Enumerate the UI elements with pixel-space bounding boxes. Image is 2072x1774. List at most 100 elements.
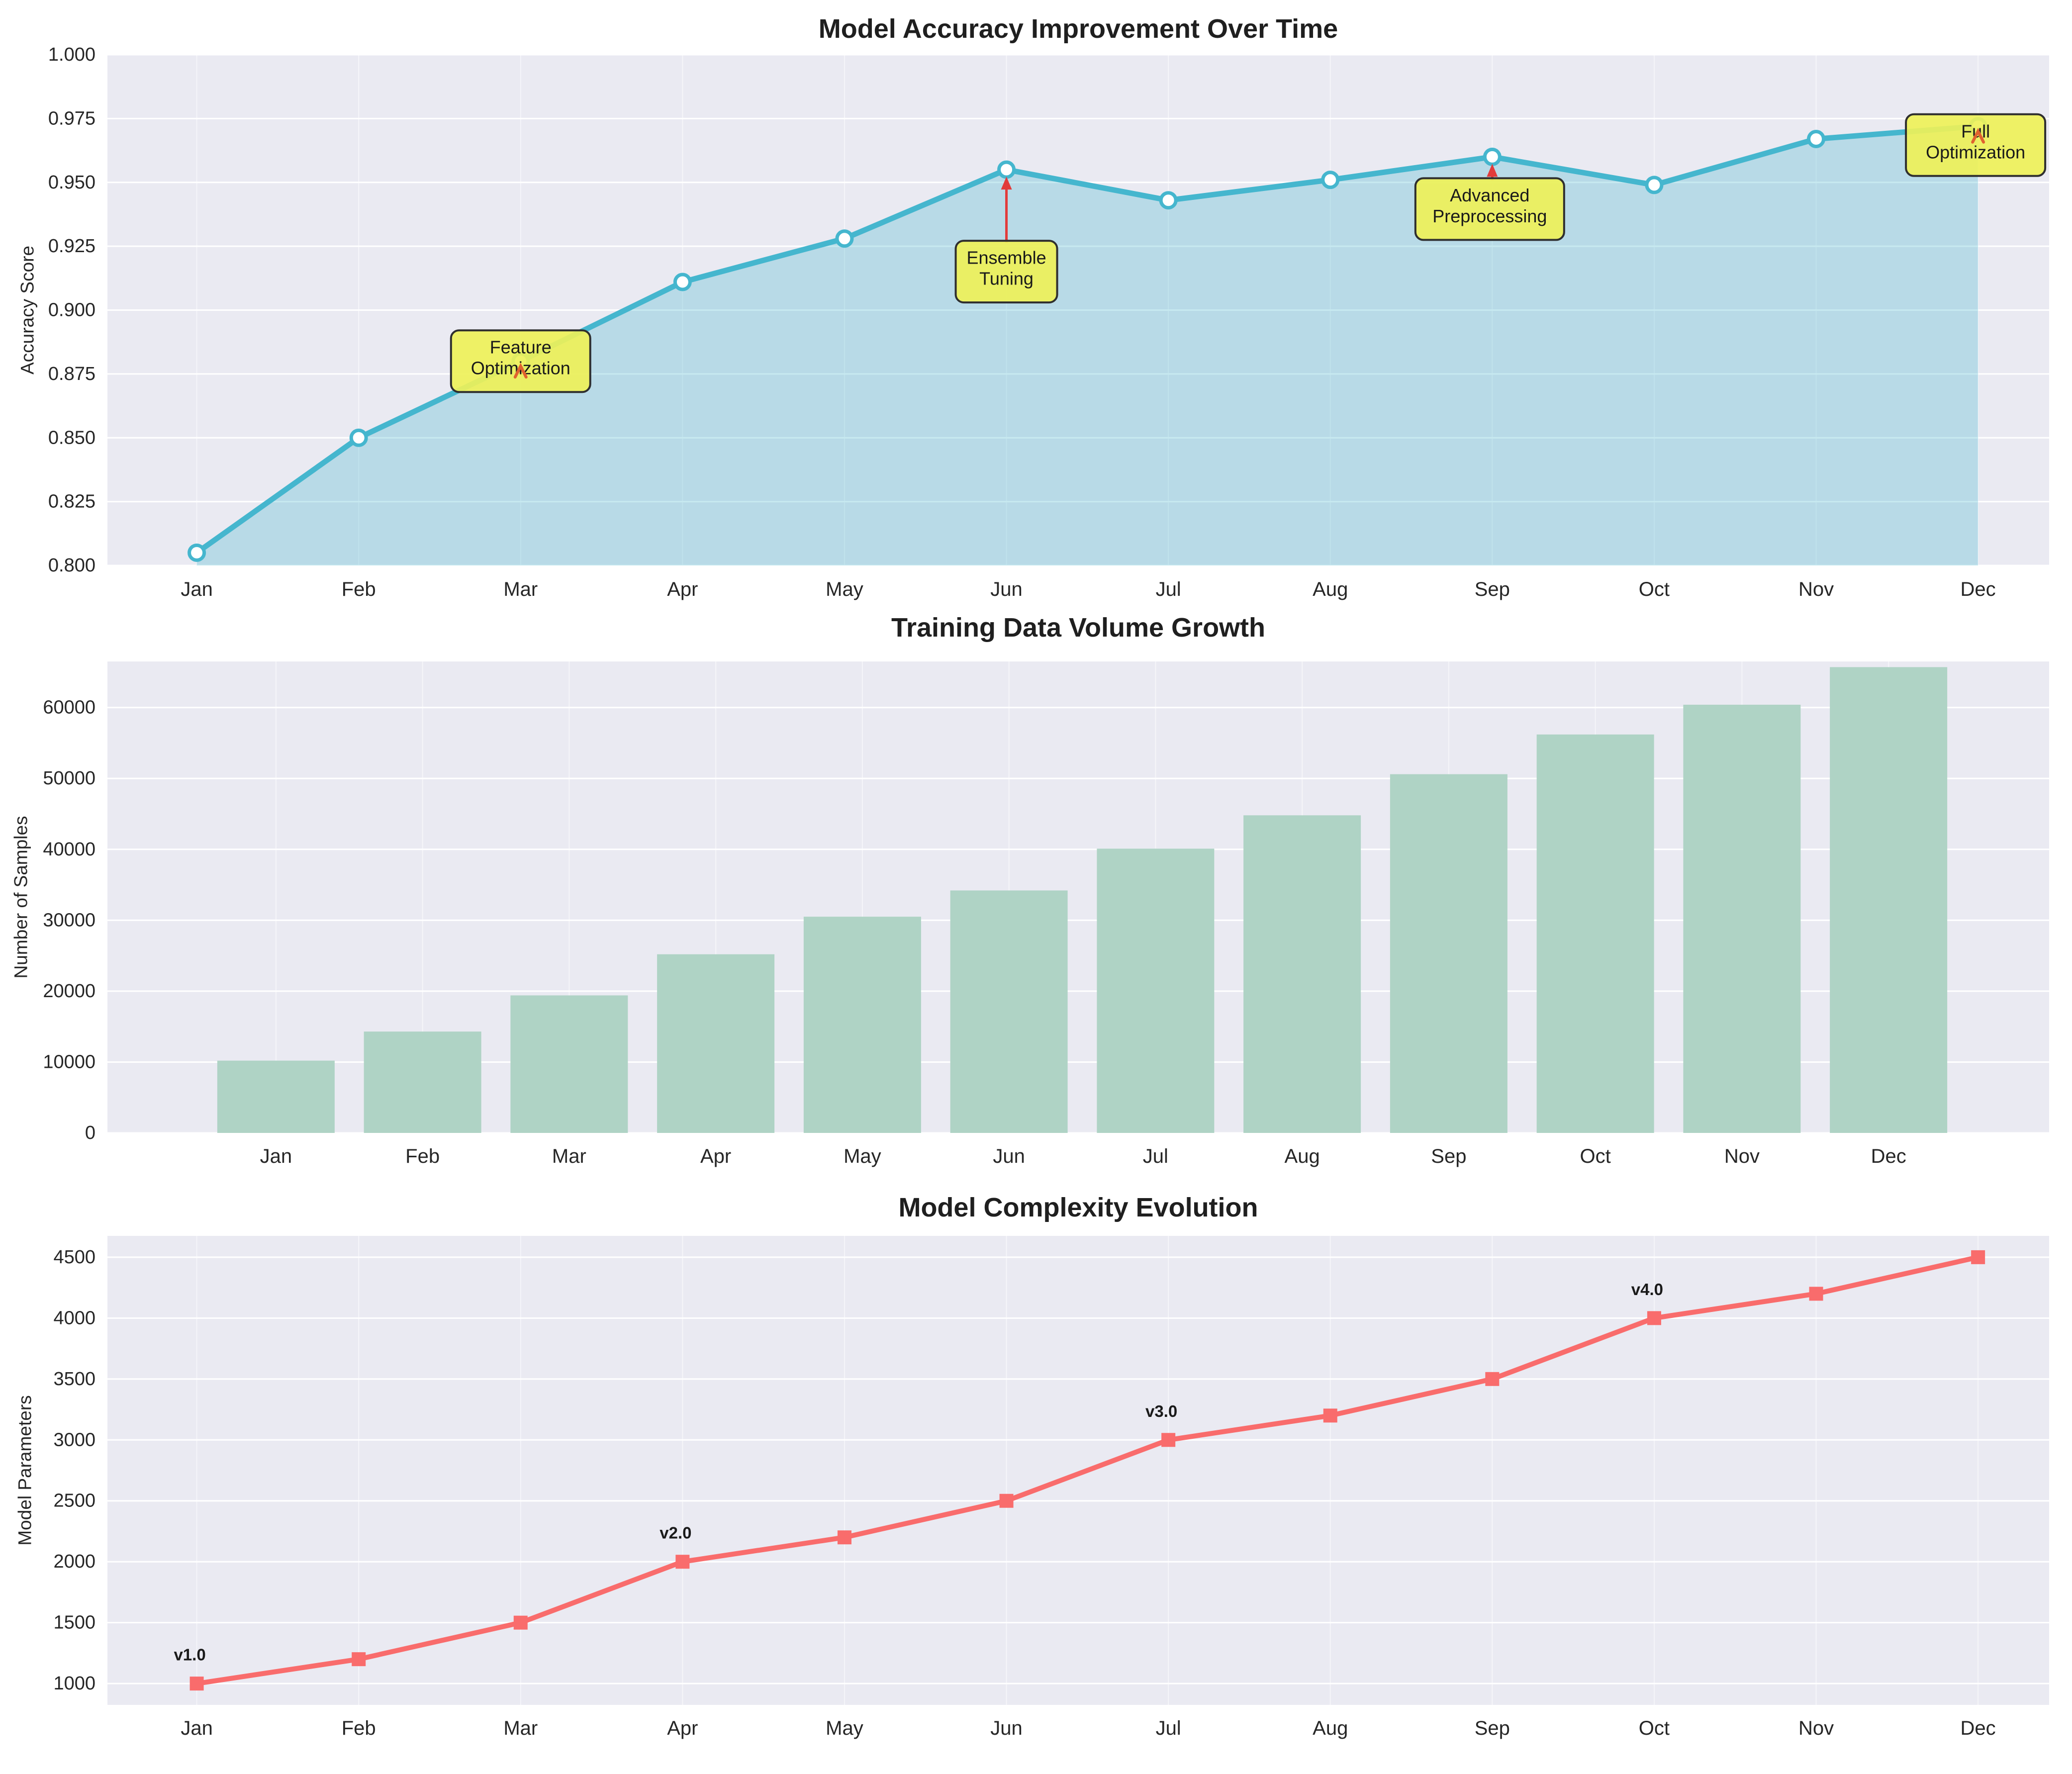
data-point-marker [1645,176,1664,194]
version-label: v2.0 [659,1524,691,1542]
chart-title: Training Data Volume Growth [891,613,1265,643]
data-point-marker [1807,129,1826,148]
x-tick-label: Jul [1143,1145,1168,1167]
plot-area [107,1236,2049,1705]
x-tick-label: Jan [181,578,213,600]
x-tick-label: Nov [1724,1145,1760,1167]
annotation-text: Feature [490,337,552,358]
y-axis-label: Number of Samples [11,816,31,979]
y-tick-label: 1500 [53,1612,95,1633]
annotation-text: Preprocessing [1432,206,1547,226]
annotation-text: Advanced [1450,185,1529,205]
y-tick-label: 0.850 [48,427,95,448]
y-tick-label: 2000 [53,1551,95,1572]
x-tick-label: Jul [1156,1717,1181,1739]
y-tick-label: 4500 [53,1247,95,1268]
data-point-square-marker [1809,1287,1823,1301]
y-tick-label: 0 [85,1122,95,1143]
x-tick-label: Feb [342,578,376,600]
annotation-box [1414,177,1565,241]
bar-jan [217,1060,335,1133]
x-tick-label: Mar [503,1717,538,1739]
x-tick-label: Feb [342,1717,376,1739]
x-tick-label: Apr [667,578,698,600]
x-tick-label: Sep [1431,1145,1466,1167]
x-tick-label: Aug [1313,578,1348,600]
data-point-marker [835,229,854,248]
annotation-box [450,329,591,393]
data-point-square-marker [1971,1250,1985,1264]
x-tick-label: Aug [1285,1145,1320,1167]
bar-dec [1830,667,1948,1133]
annotation-caret-arrow [513,363,528,379]
x-tick-label: Mar [552,1145,586,1167]
y-axis-label: Accuracy Score [17,246,38,374]
x-tick-label: Nov [1798,1717,1834,1739]
parameters-line [194,1254,1981,1686]
data-point-square-marker [1485,1372,1500,1386]
x-tick-label: Jan [181,1717,213,1739]
y-axis-label: Model Parameters [15,1395,35,1545]
x-tick-label: Dec [1961,578,1996,600]
version-label: v4.0 [1631,1280,1663,1299]
y-tick-label: 20000 [43,981,95,1002]
data-point-marker [997,160,1016,179]
data-point-square-marker [189,1677,204,1691]
x-tick-label: Dec [1961,1717,1996,1739]
y-tick-label: 0.900 [48,300,95,321]
x-tick-label: Sep [1475,1717,1510,1739]
bar-mar [510,995,628,1133]
y-tick-label: 1.000 [48,44,95,65]
data-point-marker [349,428,368,447]
x-tick-label: Dec [1871,1145,1906,1167]
annotation-text: Tuning [979,269,1034,289]
y-tick-label: 0.800 [48,555,95,576]
x-tick-label: Apr [700,1145,731,1167]
y-tick-label: 50000 [43,768,95,789]
x-tick-label: Oct [1639,1717,1670,1739]
data-point-square-marker [675,1555,690,1569]
x-tick-label: Nov [1798,578,1834,600]
data-point-marker [673,273,692,291]
data-point-marker [1159,191,1178,210]
x-tick-label: Aug [1313,1717,1348,1739]
x-tick-label: May [826,1717,863,1739]
annotation-arrowhead [1001,177,1012,190]
chart-title: Model Accuracy Improvement Over Time [819,14,1338,44]
y-tick-label: 3000 [53,1429,95,1450]
annotation-arrowhead [1487,164,1498,177]
x-tick-label: Jun [990,1717,1023,1739]
annotation-box [954,240,1058,304]
y-tick-label: 1000 [53,1673,95,1694]
x-tick-label: Jul [1156,578,1181,600]
y-tick-label: 60000 [43,697,95,718]
x-tick-label: Sep [1475,578,1510,600]
data-point-square-marker [513,1615,528,1630]
y-tick-label: 0.825 [48,491,95,512]
x-tick-label: Feb [405,1145,440,1167]
bar-feb [364,1031,481,1133]
bar-sep [1390,774,1507,1133]
x-tick-label: Jun [993,1145,1025,1167]
x-tick-label: Jan [260,1145,292,1167]
version-label: v3.0 [1145,1402,1177,1420]
y-tick-label: 0.925 [48,236,95,257]
y-tick-label: 2500 [53,1491,95,1511]
y-tick-label: 40000 [43,839,95,860]
x-tick-label: Oct [1580,1145,1611,1167]
y-tick-label: 30000 [43,910,95,931]
bar-nov [1683,704,1801,1133]
bar-may [803,917,921,1133]
bar-oct [1536,734,1654,1133]
x-tick-label: Mar [503,578,538,600]
data-point-square-marker [1161,1433,1176,1447]
annotation-caret-arrow [1971,128,1985,144]
annotation-box [1905,113,2047,177]
chart-title: Model Complexity Evolution [898,1193,1258,1222]
x-tick-label: May [844,1145,881,1167]
version-label: v1.0 [174,1646,205,1664]
data-point-square-marker [1647,1311,1661,1325]
annotation-text: Optimization [1926,142,2025,162]
